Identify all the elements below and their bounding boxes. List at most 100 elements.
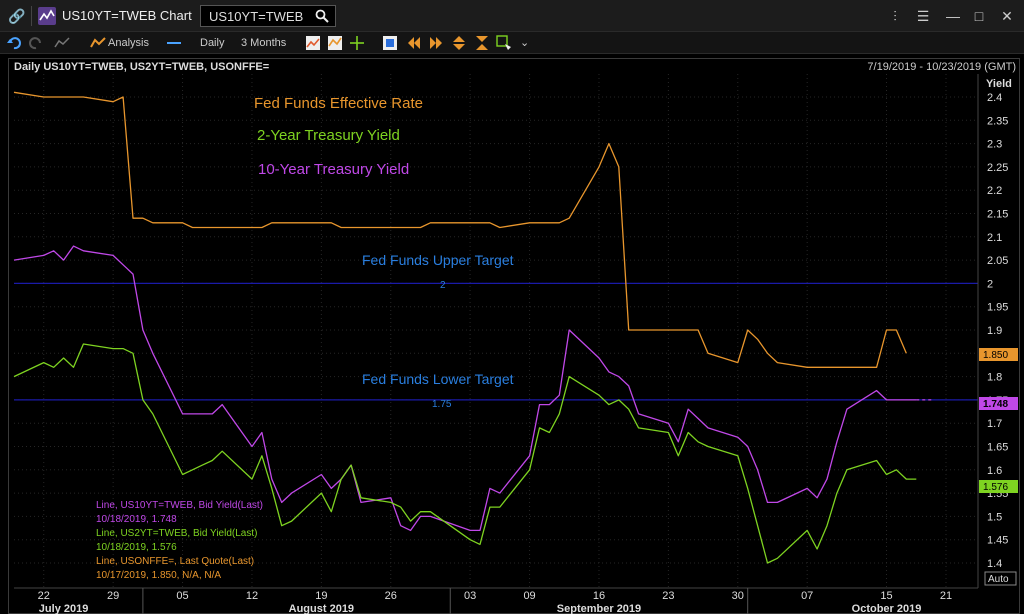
legend-2yr: 2-Year Treasury Yield (257, 127, 400, 144)
x-month-label: September 2019 (557, 603, 641, 614)
search-value[interactable]: US10YT=TWEB (209, 9, 304, 24)
upper-target-label: Fed Funds Upper Target (362, 252, 514, 268)
x-tick-label: 07 (801, 590, 813, 602)
close-icon[interactable]: ✕ (1001, 8, 1013, 24)
title-bar: 🔗 US10YT=TWEB Chart US10YT=TWEB ⫶ ☰ — □ … (0, 0, 1024, 32)
chart-date-range: 7/19/2019 - 10/23/2019 (GMT) (867, 61, 1016, 73)
compare-icon[interactable] (327, 35, 343, 51)
x-tick-label: 05 (176, 590, 188, 602)
x-tick-label: 23 (662, 590, 674, 602)
select-icon[interactable] (496, 35, 512, 51)
x-month-label: August 2019 (289, 603, 354, 614)
y-tick-label: 2.1 (987, 232, 1002, 244)
scroll-right-icon[interactable] (428, 35, 444, 51)
analysis-menu[interactable]: Analysis (108, 37, 149, 49)
more-icon[interactable]: ⌄ (520, 37, 530, 49)
y-tick-label: 1.7 (987, 418, 1002, 430)
lower-target-label: Fed Funds Lower Target (362, 371, 514, 387)
target-lines (14, 282, 978, 401)
undo-icon[interactable] (6, 35, 22, 51)
y-tick-label: 1.65 (987, 442, 1008, 454)
lower-target-value: 1.75 (432, 399, 452, 410)
tag-ff: 1.850 (983, 350, 1008, 361)
legend-bottom-ff-line1: Line, USONFFE=, Last Quote(Last) (96, 556, 254, 567)
y-tick-label: 2.4 (987, 92, 1002, 104)
interval-dropdown[interactable]: Daily (200, 37, 225, 49)
collapse-icon[interactable] (474, 35, 490, 51)
search-input[interactable]: US10YT=TWEB (200, 5, 336, 27)
x-tick-label: 26 (385, 590, 397, 602)
x-tick-label: 16 (593, 590, 605, 602)
y-tick-label: 1.5 (987, 511, 1002, 523)
legend-bottom-2yr-line2: 10/18/2019, 1.576 (96, 542, 177, 553)
chart-type-icon[interactable] (305, 35, 321, 51)
line-style-icon[interactable] (166, 35, 182, 51)
series-line-us2yt-tweb (13, 343, 917, 564)
window-title: US10YT=TWEB Chart (62, 8, 192, 23)
y-tick-label: 2 (987, 278, 993, 290)
tag-10yr: 1.748 (983, 399, 1008, 410)
menu-icon[interactable]: ☰ (916, 8, 930, 24)
series-line-us10yt-tweb (13, 245, 917, 532)
range-dropdown[interactable]: 3 Months (241, 37, 287, 49)
x-axis: 22 29 05 12 19 26 03 09 16 23 30 07 15 21 July 2019 Aug… (14, 587, 978, 614)
y-tick-label: 2.3 (987, 139, 1002, 151)
y-tick-label: 1.95 (987, 302, 1008, 314)
redo-icon[interactable] (28, 35, 44, 51)
legend-10yr: 10-Year Treasury Yield (258, 161, 409, 178)
x-tick-label: 19 (315, 590, 327, 602)
tag-2yr-bg (979, 480, 1018, 493)
tag-10yr-bg (979, 397, 1018, 410)
y-tick-label: 1.9 (987, 325, 1002, 337)
auto-button-bg[interactable] (984, 571, 1017, 586)
x-tick-label: 22 (38, 590, 50, 602)
legend-fed-funds: Fed Funds Effective Rate (254, 95, 423, 112)
chart-instruments: Daily US10YT=TWEB, US2YT=TWEB, USONFFE= (14, 61, 270, 73)
x-tick-label: 29 (107, 590, 119, 602)
analysis-icon[interactable] (90, 35, 106, 51)
crosshair-icon[interactable] (349, 35, 365, 51)
y-tick-label: 1.8 (987, 372, 1002, 384)
minimize-icon[interactable]: — (946, 8, 960, 24)
y-axis-label: Yield (986, 78, 1012, 90)
legend-bottom-10yr-line2: 10/18/2019, 1.748 (96, 514, 177, 525)
x-month-label: October 2019 (852, 603, 922, 614)
y-tick-label: 2.25 (987, 162, 1008, 174)
scroll-left-icon[interactable] (406, 35, 422, 51)
y-axis: 1.41.451.51.551.61.651.71.751.81.851.91.… (977, 74, 1008, 588)
tag-2yr: 1.576 (983, 482, 1008, 493)
y-tick-label: 2.05 (987, 255, 1008, 267)
x-tick-label: 30 (732, 590, 744, 602)
legend-bottom-ff-line2: 10/17/2019, 1.850, N/A, N/A (96, 570, 221, 581)
auto-button[interactable]: Auto (988, 574, 1009, 585)
y-tick-label: 2.2 (987, 185, 1002, 197)
series-lines (13, 91, 932, 564)
y-tick-label: 2.15 (987, 209, 1008, 221)
divider (31, 6, 32, 26)
y-tick-label: 1.45 (987, 535, 1008, 547)
x-tick-label: 15 (880, 590, 892, 602)
search-icon[interactable] (315, 9, 329, 23)
y-tick-label: 1.6 (987, 465, 1002, 477)
link-icon[interactable]: 🔗 (8, 8, 26, 24)
x-month-label: July 2019 (39, 603, 89, 614)
legend-bottom-2yr-line1: Line, US2YT=TWEB, Bid Yield(Last) (96, 528, 257, 539)
zoom-box-icon[interactable] (382, 35, 398, 51)
x-tick-label: 12 (246, 590, 258, 602)
zoom-vertical-icon[interactable] (451, 35, 467, 51)
y-tick-label: 1.4 (987, 558, 1002, 570)
chart-toolbar: Analysis Daily 3 Months ⌄ (0, 32, 1024, 54)
line-draw-icon[interactable] (54, 35, 70, 51)
layout-icon[interactable]: ⫶ (893, 8, 897, 24)
x-tick-label: 09 (523, 590, 535, 602)
y-tick-label: 2.35 (987, 115, 1008, 127)
maximize-icon[interactable]: □ (974, 8, 984, 24)
x-tick-label: 03 (464, 590, 476, 602)
series-line-usonffe- (13, 91, 907, 368)
tag-ff-bg (979, 348, 1018, 361)
upper-target-value: 2 (440, 280, 446, 291)
x-tick-label: 21 (940, 590, 952, 602)
chart-app-icon (38, 7, 56, 25)
chart-panel (8, 58, 1020, 614)
